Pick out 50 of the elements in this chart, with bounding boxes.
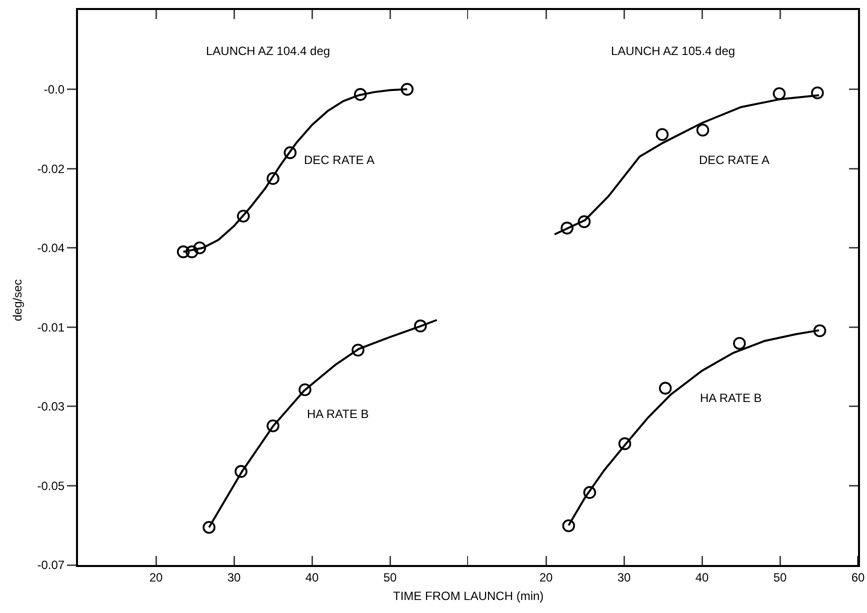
point xyxy=(560,222,574,234)
text: HA RATE B xyxy=(700,391,762,405)
x-tick-label: 40 xyxy=(305,570,319,584)
x-tick-label: 50 xyxy=(383,570,397,584)
point xyxy=(176,245,190,258)
text: LAUNCH AZ 105.4 deg xyxy=(611,44,736,58)
point xyxy=(185,245,198,258)
y-tick-label: -0.07 xyxy=(37,558,65,572)
y-tick-label: -0.05 xyxy=(37,478,65,493)
point xyxy=(813,324,826,338)
point xyxy=(234,465,248,478)
point xyxy=(354,88,367,101)
series-label: DEC RATE A xyxy=(699,153,770,167)
y-tick-label: -0.04 xyxy=(37,241,65,256)
text: LAUNCH AZ 104.4 deg xyxy=(206,44,330,58)
x-tick-label: 20 xyxy=(149,570,163,584)
point xyxy=(236,210,250,223)
point xyxy=(202,520,216,534)
x-tick-label: 60 xyxy=(851,570,865,584)
point xyxy=(414,320,427,332)
point xyxy=(618,437,632,450)
point xyxy=(772,87,786,100)
y-tick-label: -0.01 xyxy=(37,320,65,334)
point xyxy=(400,82,414,96)
point xyxy=(352,344,364,357)
point xyxy=(266,172,280,185)
point xyxy=(562,519,576,532)
point xyxy=(578,215,591,228)
point xyxy=(298,383,312,396)
x-tick-label: 40 xyxy=(695,570,709,584)
point xyxy=(583,486,596,499)
x-tick-label: 30 xyxy=(227,570,241,584)
x-tick-label: 50 xyxy=(773,570,787,584)
x-tick-label: 20 xyxy=(539,570,553,584)
x-axis-title: TIME FROM LAUNCH (min) xyxy=(393,589,544,603)
point xyxy=(193,241,206,254)
point xyxy=(658,382,672,395)
x-tick-label: 30 xyxy=(617,570,631,584)
y-tick-label: -0.02 xyxy=(37,162,65,176)
series-label: HA RATE B xyxy=(307,407,369,421)
point xyxy=(266,419,280,432)
y-tick-label: -0.0 xyxy=(44,82,65,96)
series-label: DEC RATE A xyxy=(304,153,374,167)
point xyxy=(656,128,669,141)
y-tick-label: -0.03 xyxy=(37,400,65,414)
point xyxy=(733,336,746,350)
y-axis-title: deg/sec xyxy=(10,279,25,322)
point xyxy=(811,86,824,100)
point xyxy=(284,146,297,160)
point xyxy=(696,124,710,137)
